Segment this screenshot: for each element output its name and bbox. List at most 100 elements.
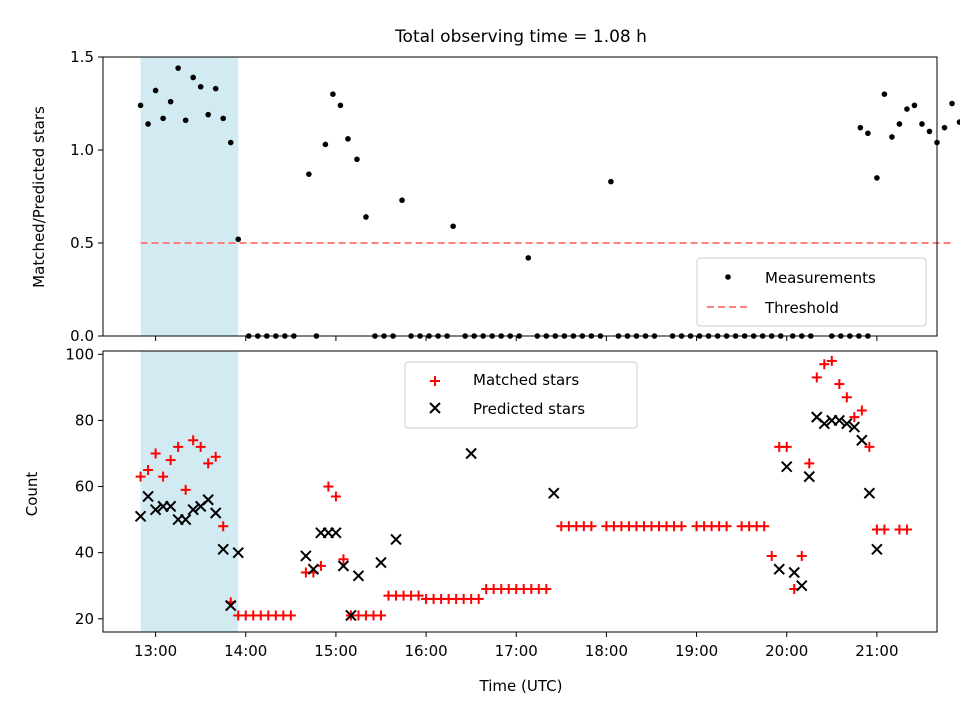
matched-star-point	[330, 491, 341, 502]
matched-star-point	[759, 521, 770, 532]
matched-star-point	[781, 441, 792, 452]
x-tick-label: 21:00	[855, 642, 898, 660]
measurement-point	[956, 119, 960, 125]
predicted-star-point	[209, 507, 222, 519]
matched-legend-marker	[430, 376, 440, 386]
matched-star-point	[811, 372, 822, 383]
matched-star-point	[864, 441, 875, 452]
predicted-star-point	[149, 503, 162, 516]
predicted-star-point	[803, 470, 815, 483]
chart-title: Total observing time = 1.08 h	[394, 27, 647, 47]
matched-star-point	[135, 471, 146, 482]
matched-star-point	[150, 448, 161, 459]
predicted-star-point	[345, 609, 357, 622]
matched-star-point	[856, 405, 867, 416]
matched-star-point	[180, 484, 191, 495]
matched-legend-label: Matched stars	[473, 371, 579, 389]
measurement-points	[137, 65, 960, 339]
predicted-star-point	[788, 566, 800, 579]
matched-star-point	[188, 435, 199, 446]
matched-star-point	[338, 554, 349, 565]
measurement-point	[896, 121, 903, 127]
x-axis-label: Time (UTC)	[479, 677, 563, 695]
measurement-point	[322, 141, 329, 148]
measurement-point	[525, 255, 532, 261]
count-y-axis-label: Count	[23, 472, 41, 517]
measurement-point	[608, 178, 614, 185]
y-tick-label: 80	[75, 411, 94, 429]
matched-star-point	[473, 593, 484, 604]
count-legend-box	[404, 361, 638, 429]
ratio-panel: 0.0 0.5 1.0 1.5 Matched/Predicted stars Mea…	[30, 48, 960, 345]
matched-star-point	[841, 392, 852, 403]
matched-star-point	[849, 412, 860, 423]
measurement-point	[152, 87, 159, 94]
predicted-legend-marker	[429, 402, 441, 414]
ratio-plot-frame	[102, 56, 938, 337]
predicted-star-point	[796, 580, 808, 592]
predicted-star-points	[134, 411, 883, 622]
measurement-legend-label: Measurements	[765, 269, 876, 287]
ratio-y-ticks: 0.0 0.5 1.0 1.5	[70, 48, 103, 345]
y-tick-label: 20	[75, 610, 94, 628]
measurement-point	[904, 106, 910, 112]
matched-star-point	[676, 521, 687, 532]
measurement-point	[212, 85, 219, 92]
measurement-point	[306, 171, 312, 177]
predicted-star-point	[856, 434, 868, 446]
measurement-point	[857, 124, 864, 131]
count-y-ticks: 20 40 60 80 100	[65, 345, 103, 628]
measurement-point	[911, 102, 918, 109]
x-tick-label: 14:00	[224, 642, 267, 660]
measurement-point	[926, 128, 933, 135]
matched-star-point	[195, 441, 206, 452]
predicted-star-point	[818, 418, 831, 430]
measurement-point	[399, 197, 405, 204]
matched-star-point	[901, 524, 912, 535]
threshold-legend-label: Threshold	[764, 299, 839, 317]
matched-star-point	[165, 455, 176, 466]
predicted-star-point	[781, 460, 793, 473]
matched-star-point	[323, 481, 334, 492]
x-tick-label: 15:00	[314, 642, 357, 660]
predicted-star-point	[187, 503, 199, 516]
predicted-star-point	[225, 599, 237, 612]
matched-star-point	[541, 584, 552, 595]
matched-star-point	[796, 550, 807, 561]
predicted-star-point	[202, 494, 214, 506]
ratio-shaded-interval	[140, 57, 239, 336]
matched-star-point	[819, 359, 830, 370]
measurement-legend-marker	[725, 274, 731, 280]
measurement-point	[205, 111, 211, 118]
matched-star-point	[804, 458, 815, 469]
predicted-star-point	[833, 414, 846, 427]
predicted-star-point	[217, 543, 229, 556]
y-tick-label: 100	[65, 345, 94, 363]
measurement-point	[182, 117, 189, 124]
ratio-y-axis-label: Matched/Predicted stars	[30, 106, 48, 288]
count-panel: 20 40 60 80 100 13:00 14:00 15:00 16:00 17:00 18:…	[23, 345, 938, 695]
predicted-star-point	[164, 500, 177, 513]
matched-star-point	[143, 465, 154, 476]
measurement-point	[949, 100, 955, 107]
measurement-point	[450, 223, 456, 230]
matched-star-point	[285, 610, 296, 621]
predicted-star-point	[330, 527, 342, 539]
measurement-point	[889, 134, 895, 140]
predicted-star-point	[179, 513, 192, 526]
matched-star-point	[376, 610, 386, 621]
predicted-star-point	[548, 487, 560, 499]
ratio-x-ticks	[155, 336, 878, 341]
matched-star-point	[834, 379, 845, 390]
measurement-point	[337, 102, 344, 109]
ratio-legend: Measurements Threshold	[696, 257, 927, 327]
measurement-point	[941, 124, 948, 131]
predicted-star-point	[375, 556, 387, 569]
predicted-star-point	[134, 510, 147, 523]
measurement-point	[175, 65, 181, 71]
y-tick-label: 60	[75, 478, 94, 496]
count-plot-frame	[102, 350, 938, 633]
measurement-point	[345, 136, 351, 142]
measurement-point	[235, 236, 242, 243]
